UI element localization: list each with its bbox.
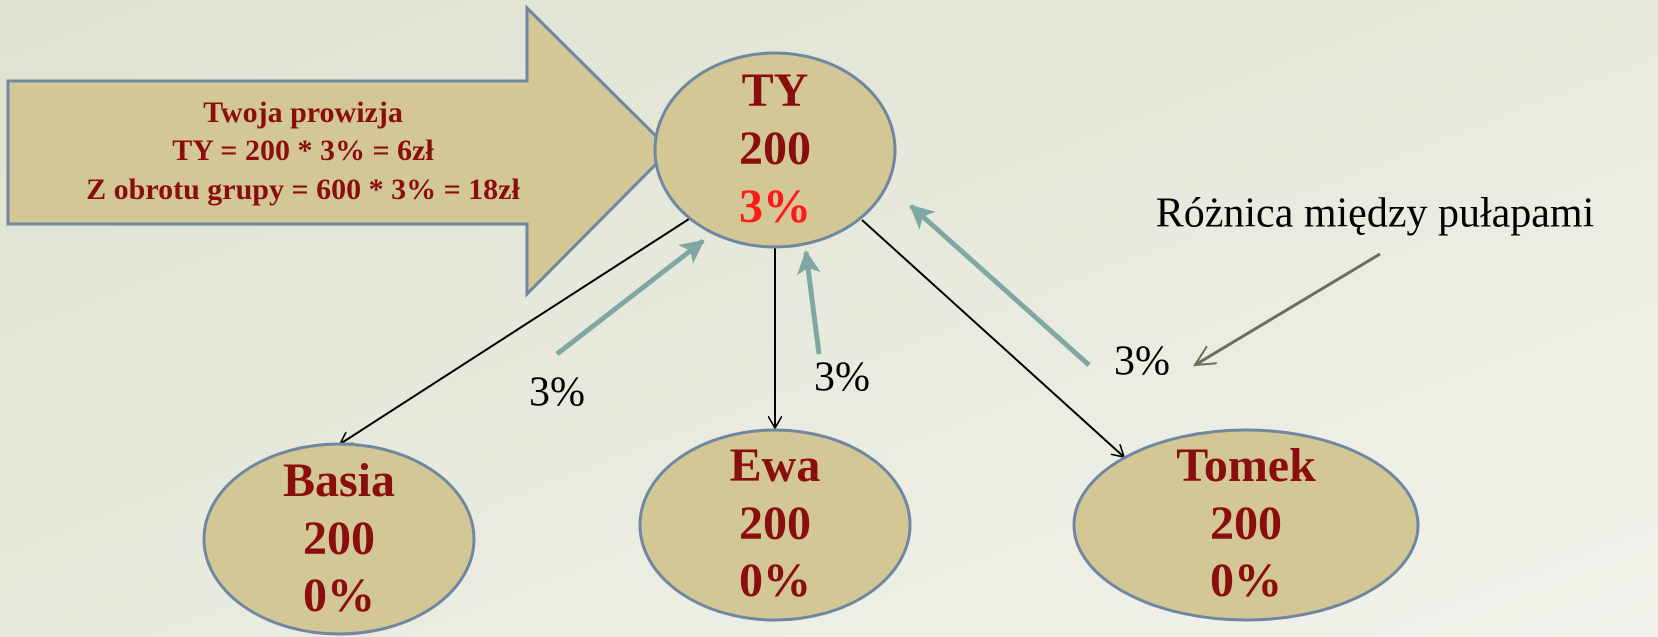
node-rate: 0% bbox=[1210, 554, 1282, 607]
edge bbox=[340, 218, 690, 444]
edge bbox=[861, 219, 1124, 457]
node-amount: 200 bbox=[739, 122, 811, 175]
node-name: Basia bbox=[283, 454, 395, 507]
node: TY 200 3% bbox=[653, 51, 897, 249]
annotation-arrow bbox=[1195, 252, 1381, 367]
callout-arrow bbox=[6, 4, 673, 298]
node-name: Tomek bbox=[1176, 439, 1316, 492]
node: Tomek 200 0% bbox=[1072, 428, 1420, 622]
node-amount: 200 bbox=[739, 497, 811, 550]
node-amount: 200 bbox=[303, 512, 375, 565]
callout-line: TY = 200 * 3% = 6zł bbox=[172, 134, 434, 167]
node-rate: 3% bbox=[739, 180, 811, 233]
commission-arrow bbox=[796, 250, 822, 355]
node-shape bbox=[653, 51, 897, 249]
node: Ewa 200 0% bbox=[638, 428, 912, 622]
node: Basia 200 0% bbox=[202, 442, 476, 636]
annotation: Różnica między pułapami bbox=[1156, 191, 1595, 237]
commission-arrow bbox=[909, 204, 1091, 367]
node-amount: 200 bbox=[1210, 497, 1282, 550]
node-rate: 0% bbox=[739, 554, 811, 607]
edge-label: 3% bbox=[529, 370, 585, 416]
node-rate: 0% bbox=[303, 569, 375, 622]
node-name: Ewa bbox=[730, 439, 821, 492]
commission-arrow bbox=[555, 239, 705, 356]
edge-label: 3% bbox=[1114, 339, 1170, 385]
node-name: TY bbox=[742, 64, 809, 117]
edge-label: 3% bbox=[814, 355, 870, 401]
node-shape bbox=[202, 442, 476, 636]
node-shape bbox=[1072, 428, 1420, 622]
callout-line: Z obrotu grupy = 600 * 3% = 18zł bbox=[86, 173, 520, 206]
node-shape bbox=[638, 428, 912, 622]
callout-line: Twoja prowizja bbox=[203, 96, 403, 129]
